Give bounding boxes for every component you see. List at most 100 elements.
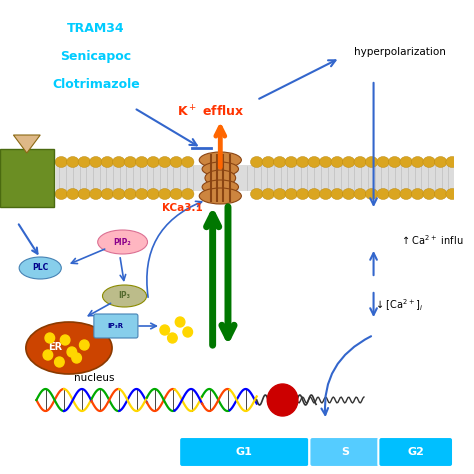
- Ellipse shape: [434, 189, 447, 200]
- Text: PIP₂: PIP₂: [114, 237, 131, 246]
- FancyBboxPatch shape: [94, 314, 138, 338]
- Bar: [55, 165, 454, 191]
- Ellipse shape: [285, 189, 297, 200]
- Text: PLC: PLC: [32, 264, 48, 273]
- Text: K$^+$ efflux: K$^+$ efflux: [177, 104, 245, 119]
- Ellipse shape: [400, 189, 412, 200]
- Ellipse shape: [98, 230, 147, 254]
- Ellipse shape: [423, 156, 435, 167]
- Text: IP₃: IP₃: [118, 292, 130, 301]
- Ellipse shape: [342, 156, 355, 167]
- Circle shape: [80, 340, 89, 350]
- Ellipse shape: [434, 156, 447, 167]
- Text: nucleus: nucleus: [73, 373, 114, 383]
- Text: Senicapoc: Senicapoc: [60, 49, 131, 63]
- Text: hyperpolarization: hyperpolarization: [355, 47, 447, 57]
- Ellipse shape: [250, 156, 263, 167]
- Ellipse shape: [319, 189, 332, 200]
- Ellipse shape: [112, 189, 125, 200]
- Ellipse shape: [377, 189, 389, 200]
- Ellipse shape: [170, 189, 182, 200]
- FancyBboxPatch shape: [310, 437, 380, 467]
- Circle shape: [72, 353, 82, 363]
- Ellipse shape: [147, 156, 159, 167]
- Ellipse shape: [285, 156, 297, 167]
- Ellipse shape: [365, 156, 378, 167]
- Ellipse shape: [423, 189, 435, 200]
- Ellipse shape: [308, 156, 320, 167]
- Ellipse shape: [296, 156, 309, 167]
- Ellipse shape: [19, 257, 61, 279]
- Ellipse shape: [101, 189, 113, 200]
- Circle shape: [43, 350, 53, 360]
- Text: KCa3.1: KCa3.1: [162, 203, 202, 213]
- Text: G1: G1: [236, 447, 253, 457]
- Text: Clotrimazole: Clotrimazole: [52, 78, 140, 91]
- Text: $\downarrow$[Ca$^{2+}$]$_i$: $\downarrow$[Ca$^{2+}$]$_i$: [374, 297, 423, 313]
- Text: TRAM34: TRAM34: [67, 21, 125, 35]
- Ellipse shape: [78, 189, 91, 200]
- Circle shape: [160, 325, 170, 335]
- Ellipse shape: [319, 156, 332, 167]
- Ellipse shape: [377, 156, 389, 167]
- Ellipse shape: [262, 156, 274, 167]
- Ellipse shape: [124, 156, 137, 167]
- Ellipse shape: [296, 189, 309, 200]
- Ellipse shape: [101, 156, 113, 167]
- Ellipse shape: [66, 156, 79, 167]
- Text: IP₃R: IP₃R: [108, 323, 124, 329]
- Bar: [0, 149, 54, 207]
- Ellipse shape: [388, 189, 401, 200]
- Ellipse shape: [400, 156, 412, 167]
- Ellipse shape: [411, 156, 424, 167]
- Ellipse shape: [170, 156, 182, 167]
- Ellipse shape: [136, 156, 148, 167]
- Ellipse shape: [202, 162, 238, 176]
- Ellipse shape: [331, 189, 343, 200]
- Ellipse shape: [199, 152, 241, 168]
- Text: $\uparrow$Ca$^{2+}$ influ: $\uparrow$Ca$^{2+}$ influ: [401, 233, 464, 247]
- Ellipse shape: [273, 189, 286, 200]
- Circle shape: [60, 335, 70, 345]
- Ellipse shape: [147, 189, 159, 200]
- Ellipse shape: [205, 170, 236, 186]
- Ellipse shape: [136, 189, 148, 200]
- Polygon shape: [13, 135, 40, 153]
- Ellipse shape: [331, 156, 343, 167]
- FancyBboxPatch shape: [179, 437, 310, 467]
- Ellipse shape: [411, 189, 424, 200]
- Ellipse shape: [199, 188, 241, 204]
- Ellipse shape: [26, 322, 112, 374]
- Circle shape: [45, 333, 55, 343]
- Circle shape: [168, 333, 177, 343]
- Ellipse shape: [55, 156, 67, 167]
- Ellipse shape: [78, 156, 91, 167]
- Ellipse shape: [124, 189, 137, 200]
- Ellipse shape: [262, 189, 274, 200]
- Ellipse shape: [66, 189, 79, 200]
- Circle shape: [67, 347, 77, 357]
- Text: S: S: [341, 447, 349, 457]
- Ellipse shape: [112, 156, 125, 167]
- Ellipse shape: [308, 189, 320, 200]
- Ellipse shape: [446, 156, 458, 167]
- Ellipse shape: [354, 156, 366, 167]
- Circle shape: [55, 357, 64, 367]
- Ellipse shape: [365, 189, 378, 200]
- Ellipse shape: [202, 180, 238, 194]
- Ellipse shape: [182, 189, 194, 200]
- Circle shape: [183, 327, 192, 337]
- Ellipse shape: [354, 189, 366, 200]
- Ellipse shape: [55, 189, 67, 200]
- Ellipse shape: [388, 156, 401, 167]
- Ellipse shape: [158, 189, 171, 200]
- Ellipse shape: [342, 189, 355, 200]
- Ellipse shape: [90, 156, 102, 167]
- Circle shape: [175, 317, 185, 327]
- Text: ER: ER: [48, 342, 63, 352]
- Text: G2: G2: [407, 447, 424, 457]
- Ellipse shape: [446, 189, 458, 200]
- Ellipse shape: [158, 156, 171, 167]
- Ellipse shape: [102, 285, 146, 307]
- Ellipse shape: [273, 156, 286, 167]
